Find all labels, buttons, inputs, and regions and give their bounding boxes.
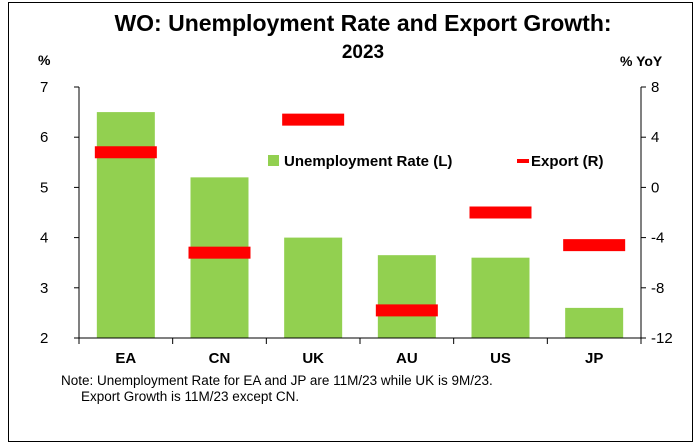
right-tick-label: -4: [651, 230, 664, 247]
export-marker-uk: [282, 113, 345, 126]
right-tick-label: 8: [651, 79, 659, 96]
bar-uk: [284, 237, 343, 338]
note-line-1: Note: Unemployment Rate for EA and JP ar…: [61, 373, 493, 388]
left-tick-label: 4: [40, 230, 48, 247]
x-tick-label: US: [490, 350, 511, 367]
x-tick-label: JP: [585, 350, 603, 367]
left-tick-label: 3: [40, 280, 48, 297]
export-marker-au: [375, 304, 438, 317]
x-tick-label: EA: [115, 350, 136, 367]
right-tick-label: -12: [651, 330, 673, 347]
left-tick-label: 6: [40, 129, 48, 146]
legend-label-unemployment: Unemployment Rate (L): [284, 153, 452, 170]
x-tick-label: CN: [209, 350, 231, 367]
chart-title-line-2: 2023: [342, 42, 384, 63]
left-tick-label: 7: [40, 79, 48, 96]
right-tick-label: -8: [651, 280, 664, 297]
x-tick-label: UK: [302, 350, 324, 367]
left-tick-label: 2: [40, 330, 48, 347]
legend-swatch-export: [517, 159, 529, 163]
bar-ea: [96, 112, 155, 338]
legend-swatch-unemployment: [268, 155, 279, 166]
right-tick-label: 4: [651, 129, 659, 146]
right-tick-label: 0: [651, 179, 659, 196]
legend-label-export: Export (R): [531, 153, 604, 170]
export-marker-jp: [563, 239, 626, 252]
export-marker-us: [469, 206, 532, 219]
export-marker-ea: [94, 146, 157, 159]
x-tick-label: AU: [396, 350, 418, 367]
note-line-2: Export Growth is 11M/23 except CN.: [81, 389, 300, 404]
bar-us: [471, 257, 530, 338]
left-axis-label: %: [38, 52, 51, 68]
export-marker-cn: [188, 246, 251, 259]
bar-jp: [565, 307, 624, 338]
chart-title-line-1: WO: Unemployment Rate and Export Growth:: [114, 10, 611, 36]
right-axis-label: % YoY: [620, 53, 663, 69]
left-tick-label: 5: [40, 179, 48, 196]
bar-au: [377, 255, 436, 338]
chart-note: Note: Unemployment Rate for EA and JP ar…: [61, 373, 681, 405]
chart: WO: Unemployment Rate and Export Growth:…: [38, 10, 673, 367]
